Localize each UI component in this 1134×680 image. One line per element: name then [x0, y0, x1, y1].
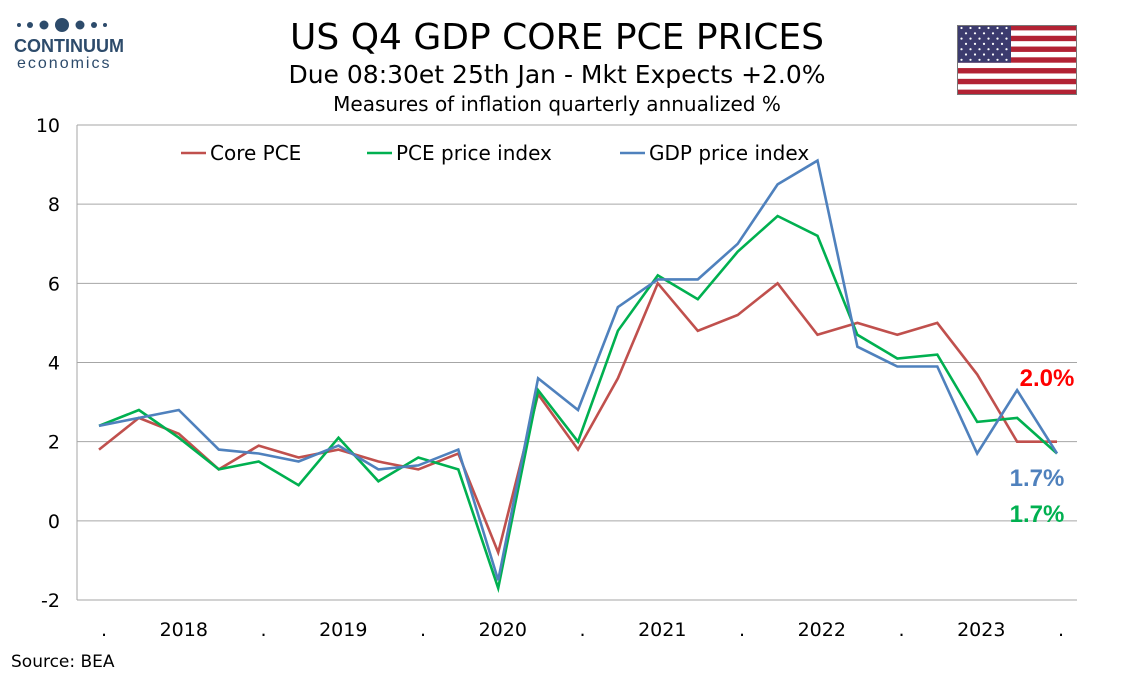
data-label: 2.0% — [1020, 365, 1075, 392]
flag-star — [1000, 53, 1004, 56]
y-tick-label: 6 — [48, 273, 60, 295]
y-tick-label: 4 — [48, 353, 60, 375]
flag-stripe — [957, 46, 1077, 52]
flag-star — [1005, 37, 1008, 40]
logo: CONTINUUM economics — [0, 0, 140, 80]
chart-subtitle: Due 08:30et 25th Jan - Mkt Expects +2.0% — [288, 60, 826, 89]
flag-star — [1000, 42, 1004, 45]
series-line-gdp-price-index — [98, 158, 1059, 581]
series-line-pce-price-index — [98, 214, 1058, 594]
flag-star — [969, 58, 972, 61]
chart-description: Measures of inflation quarterly annualiz… — [333, 92, 781, 116]
flag-star — [964, 42, 968, 45]
flag-star — [996, 48, 999, 51]
series-line-core-pce — [98, 280, 1057, 557]
flag-star — [982, 53, 986, 56]
logo-subtitle: economics — [17, 55, 112, 72]
flag-star — [960, 58, 963, 61]
x-tick-label: . — [898, 619, 904, 641]
flag-stripe — [957, 68, 1077, 74]
chart-axes: -2 0 2 4 6 8 10. 2018. 2019. 2020. 2021. 2022. 2023. — [36, 115, 1077, 641]
chart-title: US Q4 GDP CORE PCE PRICES — [290, 17, 824, 58]
legend-label: Core PCE — [210, 141, 301, 165]
flag-star — [991, 32, 995, 35]
y-tick-label: 0 — [48, 511, 60, 533]
flag-star — [996, 37, 999, 40]
flag-star — [973, 53, 977, 56]
x-tick-label: 2020 — [479, 619, 527, 641]
flag-stripe — [957, 78, 1077, 85]
chart-grid — [77, 124, 1077, 601]
flag-star — [991, 42, 995, 45]
flag-star — [973, 32, 977, 35]
logo-dots-icon — [17, 18, 107, 32]
flag-star — [960, 26, 963, 30]
flag-star — [987, 58, 990, 61]
x-tick-label: 2018 — [160, 619, 208, 641]
y-tick-label: -2 — [41, 590, 60, 612]
flag-star — [969, 26, 972, 30]
legend-label: GDP price index — [649, 141, 809, 165]
x-tick-label: 2023 — [957, 619, 1005, 641]
flag-stripe — [957, 25, 1077, 31]
flag-star — [960, 37, 963, 40]
flag-stripe — [957, 35, 1077, 42]
flag-star — [969, 48, 972, 51]
flag-star — [991, 53, 995, 56]
flag-star — [982, 42, 986, 45]
logo-name: CONTINUUM — [14, 36, 124, 56]
flag-star — [987, 48, 990, 51]
flag-star — [969, 37, 972, 40]
flag-star — [987, 26, 990, 30]
flag-star — [1000, 32, 1004, 35]
x-tick-label: 2021 — [638, 619, 686, 641]
x-tick-label: . — [739, 619, 745, 641]
flag-star — [973, 42, 977, 45]
y-tick-label: 10 — [36, 115, 60, 137]
legend-label: PCE price index — [396, 141, 552, 165]
flag-star — [1005, 58, 1008, 61]
x-tick-label: . — [579, 619, 585, 641]
chart-annotations: 2.0% 1.7% 1.7% — [1010, 365, 1075, 528]
flag-stripe — [957, 89, 1077, 95]
flag-star — [978, 26, 981, 30]
flag-star — [1005, 26, 1008, 30]
x-tick-label: . — [420, 619, 426, 641]
flag-star — [982, 32, 986, 35]
y-tick-label: 8 — [48, 194, 60, 216]
flag-star — [1005, 48, 1008, 51]
flag-star — [978, 37, 981, 40]
flag-star — [996, 58, 999, 61]
x-tick-label: . — [1058, 619, 1064, 641]
flag-star — [964, 32, 968, 35]
x-tick-label: . — [260, 619, 266, 641]
chart-legend: Core PCE PCE price index GDP price index — [181, 141, 809, 165]
flag-star — [978, 48, 981, 51]
y-tick-label: 2 — [48, 432, 60, 454]
flag-star — [996, 26, 999, 30]
source-note: Source: BEA — [11, 652, 115, 672]
flag-star — [964, 53, 968, 56]
x-tick-label: 2019 — [319, 619, 367, 641]
flag-star — [960, 48, 963, 51]
data-label: 1.7% — [1010, 501, 1065, 528]
flag-star — [978, 58, 981, 61]
x-tick-label: . — [101, 619, 107, 641]
us-flag-icon — [957, 25, 1077, 95]
flag-border — [957, 25, 1077, 95]
data-label: 1.7% — [1010, 465, 1065, 492]
chart-lines — [98, 158, 1059, 594]
flag-stripe — [957, 57, 1077, 63]
flag-star — [987, 37, 990, 40]
x-tick-label: 2022 — [798, 619, 846, 641]
